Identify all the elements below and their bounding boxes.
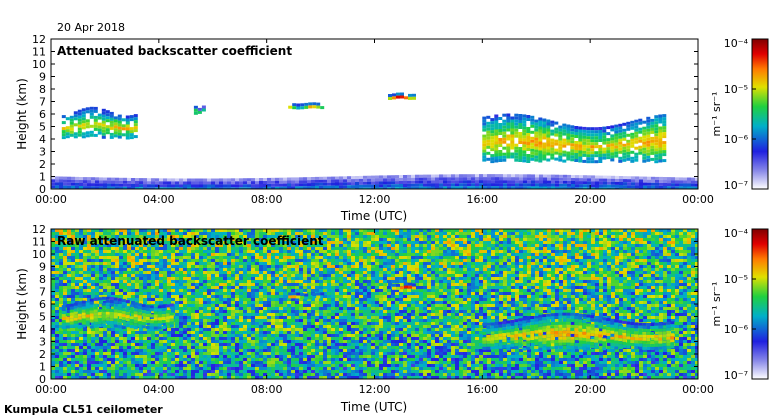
feature-boundary-layer — [51, 174, 698, 189]
bottom-colorbar-label: m⁻¹ sr⁻¹ — [710, 282, 723, 327]
feature-early-cloud — [61, 296, 174, 330]
y-tick-label: 7 — [39, 286, 46, 299]
colorbar-tick-label: 10⁻⁷ — [724, 179, 748, 192]
y-tick-label: 6 — [39, 298, 46, 311]
y-tick-label: 9 — [39, 71, 46, 84]
top-axis-ticks: 00:00 04:00 08:00 12:00 16:00 20:00 00:0001234… — [32, 33, 714, 206]
feature-thin-layer-9h — [288, 292, 325, 300]
feature-early-cloud — [61, 106, 138, 140]
y-tick-label: 10 — [32, 58, 46, 71]
top-colorbar — [751, 38, 769, 190]
date-label: 20 Apr 2018 — [57, 21, 125, 34]
feature-afternoon-cloud — [482, 312, 675, 351]
y-tick-label: 4 — [39, 323, 46, 336]
y-tick-label: 4 — [39, 133, 46, 146]
top-panel: 00:00 04:00 08:00 12:00 16:00 20:00 00:0001234… — [15, 33, 769, 223]
colorbar-tick-label: 10⁻⁷ — [724, 369, 748, 382]
y-tick-label: 3 — [39, 146, 46, 159]
y-tick-label: 3 — [39, 336, 46, 349]
colorbar-tick-label: 10⁻⁵ — [724, 273, 748, 286]
top-y-axis-label: Height (km) — [15, 78, 29, 149]
y-tick-label: 0 — [39, 183, 46, 196]
x-tick-label: 00:00 — [682, 193, 714, 206]
y-tick-label: 12 — [32, 33, 46, 46]
feature-afternoon-cloud — [482, 113, 667, 164]
colorbar-tick-label: 10⁻⁶ — [724, 133, 749, 146]
bottom-panel: 00:00 04:00 08:00 12:00 16:00 20:00 00:0001234… — [15, 223, 769, 414]
x-tick-label: 00:00 — [35, 383, 67, 396]
top-x-axis-label: Time (UTC) — [340, 209, 407, 223]
y-tick-label: 12 — [32, 223, 46, 236]
y-tick-label: 2 — [39, 348, 46, 361]
x-tick-label: 16:00 — [466, 383, 498, 396]
x-tick-label: 12:00 — [359, 193, 391, 206]
bottom-x-axis-label: Time (UTC) — [340, 400, 407, 414]
y-tick-label: 1 — [39, 361, 46, 374]
x-tick-label: 08:00 — [251, 193, 283, 206]
x-tick-label: 08:00 — [251, 383, 283, 396]
x-tick-label: 16:00 — [466, 193, 498, 206]
y-tick-label: 9 — [39, 261, 46, 274]
bottom-heatmap — [51, 229, 698, 379]
footer-label: Kumpula CL51 ceilometer — [4, 403, 163, 416]
y-tick-label: 8 — [39, 273, 46, 286]
top-panel-title: Attenuated backscatter coefficient — [57, 44, 292, 58]
y-tick-label: 0 — [39, 373, 46, 386]
bottom-colorbar-ticks: 10⁻⁷ 10⁻⁶ 10⁻⁵ 10⁻⁴ — [724, 227, 756, 382]
top-plot-area — [51, 39, 698, 189]
y-tick-label: 8 — [39, 83, 46, 96]
y-tick-label: 11 — [32, 46, 46, 59]
y-tick-label: 11 — [32, 236, 46, 249]
x-tick-label: 04:00 — [143, 383, 175, 396]
y-tick-label: 10 — [32, 248, 46, 261]
y-tick-label: 5 — [39, 121, 46, 134]
feature-thin-layer-9h — [288, 102, 325, 110]
feature-thin-layer-13h — [388, 92, 416, 100]
x-tick-label: 00:00 — [35, 193, 67, 206]
y-tick-label: 7 — [39, 96, 46, 109]
colorbar-tick-label: 10⁻⁶ — [724, 323, 749, 336]
y-tick-label: 1 — [39, 171, 46, 184]
bottom-axis-ticks: 00:00 04:00 08:00 12:00 16:00 20:00 00:0001234… — [32, 223, 714, 396]
y-tick-label: 2 — [39, 158, 46, 171]
colorbar-tick-label: 10⁻⁴ — [724, 227, 749, 240]
y-tick-label: 5 — [39, 311, 46, 324]
top-colorbar-label: m⁻¹ sr⁻¹ — [710, 92, 723, 137]
x-tick-label: 12:00 — [359, 383, 391, 396]
x-tick-label: 04:00 — [143, 193, 175, 206]
x-tick-label: 00:00 — [682, 383, 714, 396]
bottom-panel-title: Raw attenuated backscatter coefficient — [57, 234, 324, 248]
colorbar-tick-label: 10⁻⁴ — [724, 37, 749, 50]
colorbar-tick-label: 10⁻⁵ — [724, 83, 748, 96]
y-tick-label: 6 — [39, 108, 46, 121]
feature-thin-layer-13h — [388, 282, 416, 290]
top-heatmap — [51, 92, 698, 189]
x-tick-label: 20:00 — [574, 383, 606, 396]
feature-noise-background — [51, 229, 698, 379]
x-tick-label: 20:00 — [574, 193, 606, 206]
feature-cloud-5h — [193, 105, 206, 115]
bottom-colorbar — [751, 228, 769, 380]
top-colorbar-ticks: 10⁻⁷ 10⁻⁶ 10⁻⁵ 10⁻⁴ — [724, 37, 756, 192]
bottom-y-axis-label: Height (km) — [15, 268, 29, 339]
